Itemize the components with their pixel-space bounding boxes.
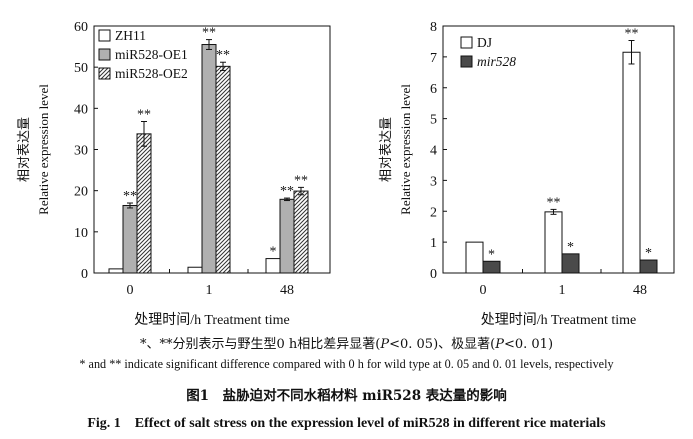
significance-mark: ** — [202, 26, 216, 41]
x-tick-label: 0 — [127, 283, 134, 298]
figure-caption-en: Fig. 1 Effect of salt stress on the expr… — [87, 416, 606, 431]
bar — [136, 133, 152, 274]
bar — [561, 253, 580, 274]
y-tick-label: 6 — [430, 82, 437, 97]
legend-label: miR528-OE2 — [115, 66, 188, 81]
bar — [293, 190, 309, 274]
x-tick-label: 1 — [559, 283, 566, 298]
x-tick-label: 0 — [480, 283, 487, 298]
significance-mark: ** — [137, 108, 151, 123]
x-axis-label: 处理时间/h Treatment time — [134, 312, 290, 328]
legend-label: mir528 — [477, 54, 516, 69]
significance-mark: ** — [294, 173, 308, 188]
x-tick-label: 48 — [633, 283, 647, 298]
y-tick-label: 2 — [430, 205, 437, 220]
bar — [482, 260, 501, 274]
legend-swatch — [98, 29, 111, 42]
significance-mark: * — [645, 246, 652, 261]
significance-mark: ** — [547, 195, 561, 210]
y-axis-label-en: Relative expression level — [398, 84, 413, 215]
y-axis-label-en: Relative expression level — [36, 84, 51, 215]
significance-note-en: * and ** indicate significant difference… — [79, 357, 614, 371]
y-axis-label-cn: 相对表达量 — [378, 117, 393, 182]
legend-label: DJ — [477, 35, 492, 50]
significance-mark: * — [567, 240, 574, 255]
y-tick-label: 30 — [74, 144, 88, 159]
bar — [108, 268, 124, 274]
significance-mark: ** — [216, 48, 230, 63]
bar — [265, 258, 281, 274]
y-tick-label: 1 — [430, 236, 437, 251]
legend-swatch — [460, 36, 473, 49]
figure-caption-cn: 图1 盐胁迫对不同水稻材料 miR528 表达量的影响 — [186, 388, 507, 404]
legend-label: ZH11 — [115, 28, 146, 43]
legend-swatch — [98, 48, 111, 61]
x-tick-label: 1 — [206, 283, 213, 298]
significance-mark: * — [488, 247, 495, 262]
significance-note-cn: *、**分别表示与野生型0 h相比差异显著(P<0. 05)、极显著(P<0. … — [139, 337, 554, 352]
y-tick-label: 8 — [430, 20, 437, 35]
significance-mark: ** — [625, 27, 639, 42]
bar — [639, 259, 658, 274]
bar — [465, 241, 484, 274]
legend-swatch — [98, 67, 111, 80]
bar — [279, 198, 295, 274]
bar — [201, 44, 217, 274]
bar — [187, 266, 203, 274]
y-tick-label: 10 — [74, 226, 88, 241]
y-tick-label: 20 — [74, 185, 88, 200]
y-tick-label: 60 — [74, 20, 88, 35]
legend-swatch — [460, 55, 473, 68]
y-tick-label: 3 — [430, 174, 437, 189]
significance-mark: ** — [280, 184, 294, 199]
bar — [122, 204, 138, 274]
y-tick-label: 4 — [430, 144, 437, 159]
x-tick-label: 48 — [280, 283, 294, 298]
x-axis-label: 处理时间/h Treatment time — [481, 312, 637, 328]
significance-mark: * — [270, 245, 277, 260]
bar — [622, 51, 641, 274]
y-tick-label: 0 — [81, 267, 88, 282]
y-axis-label-cn: 相对表达量 — [16, 117, 31, 182]
significance-mark: ** — [123, 189, 137, 204]
bar — [215, 65, 231, 274]
y-tick-label: 0 — [430, 267, 437, 282]
y-tick-label: 50 — [74, 61, 88, 76]
y-tick-label: 7 — [430, 51, 437, 66]
y-tick-label: 40 — [74, 102, 88, 117]
legend-label: miR528-OE1 — [115, 47, 188, 62]
y-tick-label: 5 — [430, 113, 437, 128]
chart-right: 0 1 2 3 4 5 6 7 8 相对表达量 Relative expression level 0… — [378, 20, 675, 328]
bar — [544, 211, 563, 274]
